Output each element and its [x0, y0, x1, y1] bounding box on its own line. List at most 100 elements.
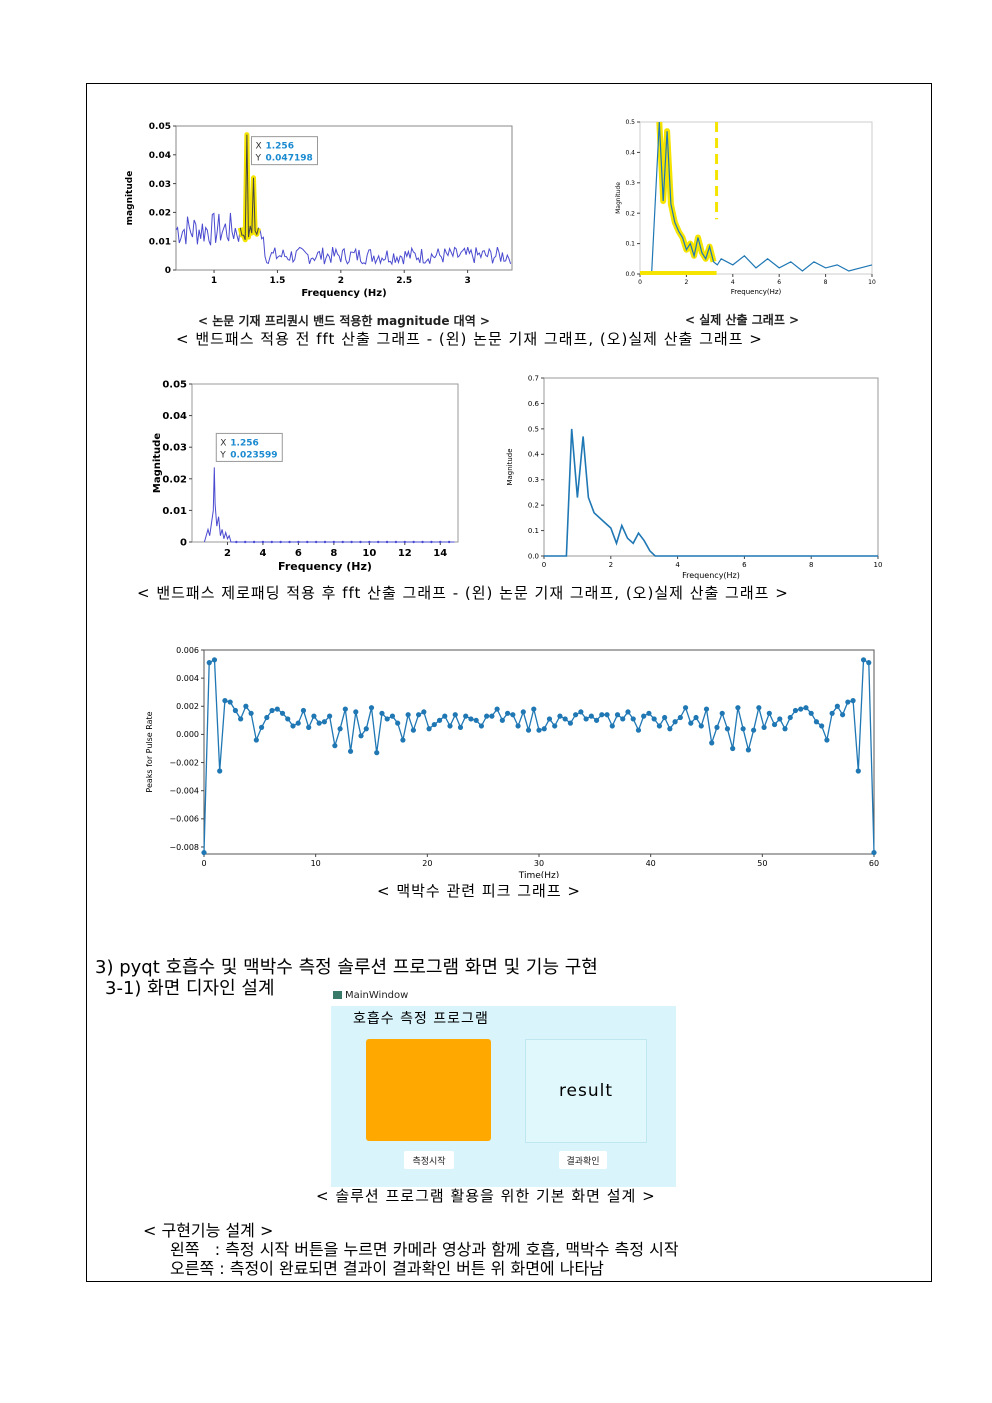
pulse-point [745, 747, 751, 753]
pulse-point [494, 706, 500, 712]
datatip-y: Y [219, 450, 226, 460]
sample-dot [270, 540, 273, 544]
x-tick-label: 1 [211, 276, 217, 286]
check-result-button[interactable]: 결과확인 [559, 1151, 607, 1169]
sample-dot [244, 540, 247, 544]
y-tick-label: 0.01 [162, 506, 187, 517]
y-tick-label: 0.2 [528, 502, 539, 510]
sample-dot [332, 540, 336, 544]
pulse-point [677, 714, 683, 721]
pulse-point [395, 720, 401, 726]
chart-paper-after: 2 4 6 8 10 12 14 0 0.01 0.02 0.03 0.04 0.05 Frequency… [148, 376, 470, 576]
y-tick-label: 0 [180, 538, 187, 549]
pulse-point [363, 726, 369, 732]
y-axis-label: Magnitude [152, 433, 163, 493]
spectrum-line [203, 467, 455, 543]
chart-real-after: 0 2 4 6 8 10 0.0 0.1 0.2 0.3 0.4 0.5 0.6 0.7 Frequency… [500, 372, 888, 580]
y-tick-label: 0.3 [625, 180, 635, 187]
pulse-point [656, 723, 662, 729]
pulse-point [798, 706, 804, 712]
pulse-line [203, 658, 875, 853]
app-title: 호흡수 측정 프로그램 [353, 1011, 489, 1027]
pulse-point [625, 709, 631, 715]
pulse-point [410, 727, 416, 733]
pulse-point [431, 721, 437, 728]
y-tick-label: 0.0 [625, 271, 635, 278]
start-measure-button[interactable]: 측정시작 [404, 1151, 454, 1169]
y-tick-label: 0.7 [528, 374, 539, 382]
pulse-point [311, 713, 317, 719]
sample-dot [368, 540, 371, 544]
y-tick-label: 0.01 [149, 237, 171, 247]
pulse-point [751, 727, 757, 733]
pulse-point [829, 710, 835, 716]
pulse-point [358, 733, 364, 739]
spectrum-line [640, 121, 873, 275]
pulse-point [473, 717, 479, 723]
datatip-y: Y [254, 154, 261, 164]
x-tick-label: 8 [809, 561, 813, 569]
pulse-point [285, 716, 291, 722]
pulse-point [436, 717, 443, 723]
pulse-point [792, 707, 799, 714]
pulse-point [327, 713, 333, 719]
y-tick-label: 0.02 [162, 474, 187, 485]
plot-frame [191, 383, 459, 543]
spectrum-line [175, 134, 512, 266]
x-tick-label: 8 [824, 279, 828, 286]
pulse-point [813, 719, 820, 725]
pulse-point [227, 699, 233, 705]
pulse-point [850, 698, 856, 704]
window-icon [333, 991, 342, 999]
pulse-point [389, 713, 396, 719]
pulse-point [274, 706, 280, 712]
pulse-point [342, 706, 348, 712]
page-frame [86, 83, 932, 1282]
pulse-point [222, 698, 228, 704]
pulse-point [520, 709, 526, 715]
sample-dot [385, 540, 389, 544]
pulse-point [279, 710, 286, 716]
pulse-point [484, 713, 490, 719]
pulse-point [578, 709, 584, 715]
x-tick-label: 2 [609, 561, 613, 569]
highlight-line [239, 134, 259, 240]
x-axis-label: Frequency (Hz) [278, 560, 372, 573]
pulse-point [724, 726, 731, 732]
pulse-point [787, 714, 793, 721]
y-tick-label: 0.0 [528, 552, 539, 560]
x-tick-label: 0 [638, 279, 642, 286]
sample-dot [439, 540, 442, 544]
x-tick-label: 2 [224, 548, 231, 559]
sample-dot [323, 540, 327, 544]
caption-fft-before: < 밴드패스 적용 전 fft 산출 그래프 - (왼) 논문 기재 그래프, … [176, 330, 763, 348]
pulse-point [290, 723, 296, 729]
y-tick-label: 0.4 [625, 150, 635, 157]
y-axis-label: magnitude [125, 171, 135, 226]
pulse-point [630, 716, 636, 722]
pulse-point [682, 705, 689, 711]
pulse-point [457, 724, 464, 730]
sample-dot [447, 540, 451, 544]
pulse-point [332, 743, 338, 749]
y-tick-label: 0 [165, 266, 171, 276]
x-tick-label: 4 [675, 561, 680, 569]
pulse-point [641, 713, 647, 719]
x-tick-label: 20 [422, 859, 432, 868]
y-tick-label: 0.05 [162, 380, 187, 391]
datatip-y-value: 0.023599 [230, 450, 277, 460]
pulse-point [269, 707, 275, 714]
pulse-point [855, 768, 861, 774]
pulse-point [510, 712, 516, 718]
pulse-point [709, 740, 715, 746]
datatip-x: X [220, 438, 226, 448]
pulse-point [384, 716, 390, 722]
y-tick-label: 0.03 [149, 180, 171, 190]
pulse-point [405, 712, 411, 718]
plot-frame [639, 121, 873, 275]
x-tick-label: 50 [757, 859, 767, 868]
pulse-point [400, 737, 406, 743]
pulse-point [609, 723, 615, 729]
pulse-point [839, 712, 846, 718]
pulse-point [489, 713, 495, 719]
